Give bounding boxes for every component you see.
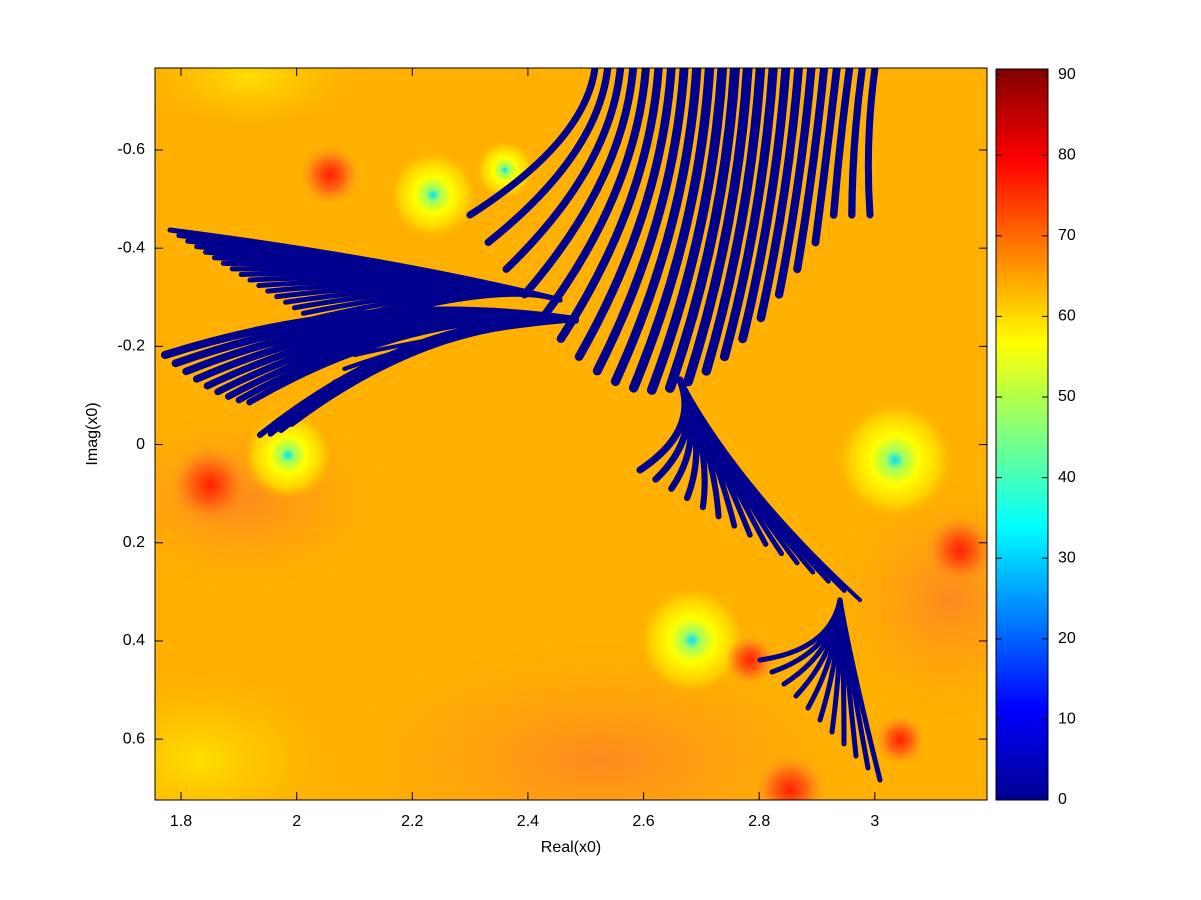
frond (793, 68, 829, 274)
fractal-image (155, 68, 987, 800)
x-axis-label: Real(x0) (541, 839, 601, 856)
frond (848, 68, 866, 219)
frond (719, 68, 778, 362)
colorbar-tick-label: 30 (1058, 549, 1076, 566)
frond (484, 68, 612, 247)
frond (837, 597, 883, 783)
colorbar-tick-label: 40 (1058, 469, 1076, 486)
frond (628, 68, 715, 393)
frond (574, 68, 676, 361)
shade (340, 640, 860, 800)
blob (875, 715, 925, 765)
frond (556, 68, 663, 343)
frond (774, 68, 816, 299)
fractal-fans (161, 68, 883, 783)
frond (538, 68, 650, 322)
colorbar (995, 68, 1049, 801)
x-tick-label: 3 (870, 813, 879, 830)
frond (864, 68, 879, 219)
frond (683, 68, 753, 387)
y-tick-label: -0.4 (117, 239, 145, 256)
colorbar-tick-label: 0 (1058, 791, 1067, 808)
plot-frame (154, 67, 988, 801)
x-tick-label: 2.6 (632, 813, 654, 830)
frond (829, 68, 854, 219)
frond (678, 378, 862, 602)
colorbar-tick-label: 10 (1058, 711, 1076, 728)
frond (353, 318, 577, 357)
frond (738, 68, 791, 344)
frond (592, 68, 689, 376)
y-axis-label: Imag(x0) (84, 402, 101, 465)
x-tick-label: 1.8 (170, 813, 192, 830)
frond (665, 68, 740, 393)
colorbar-tick-label: 90 (1058, 66, 1076, 83)
blob (388, 150, 478, 240)
frond (756, 68, 803, 323)
frond (610, 68, 702, 387)
y-tick-label: 0 (136, 436, 145, 453)
frond (466, 68, 599, 219)
colorbar-tick-label: 70 (1058, 227, 1076, 244)
blob (925, 515, 987, 585)
frond (327, 291, 563, 333)
y-tick-label: 0.2 (123, 534, 145, 551)
blob (835, 400, 955, 520)
blob (637, 585, 747, 695)
blob (725, 635, 775, 685)
frond (502, 68, 625, 273)
colorbar-tick-label: 80 (1058, 146, 1076, 163)
colorbar-tick-label: 50 (1058, 388, 1076, 405)
colorbar-tick-label: 60 (1058, 308, 1076, 325)
x-tick-label: 2.4 (517, 813, 539, 830)
blob (300, 145, 360, 205)
frond (646, 68, 728, 395)
shade (155, 670, 340, 800)
x-tick-label: 2.2 (401, 813, 423, 830)
frond (811, 68, 841, 247)
blob (475, 140, 535, 200)
blob (170, 445, 250, 525)
shade (155, 68, 360, 128)
frond (701, 68, 766, 376)
x-tick-label: 2 (292, 813, 301, 830)
y-tick-label: 0.4 (123, 632, 145, 649)
y-tick-label: -0.6 (117, 141, 145, 158)
colorbar-tick-label: 20 (1058, 630, 1076, 647)
frond (520, 68, 638, 299)
blob (755, 755, 825, 800)
y-tick-label: -0.2 (117, 338, 145, 355)
y-tick-label: 0.6 (123, 730, 145, 747)
x-tick-label: 2.8 (748, 813, 770, 830)
